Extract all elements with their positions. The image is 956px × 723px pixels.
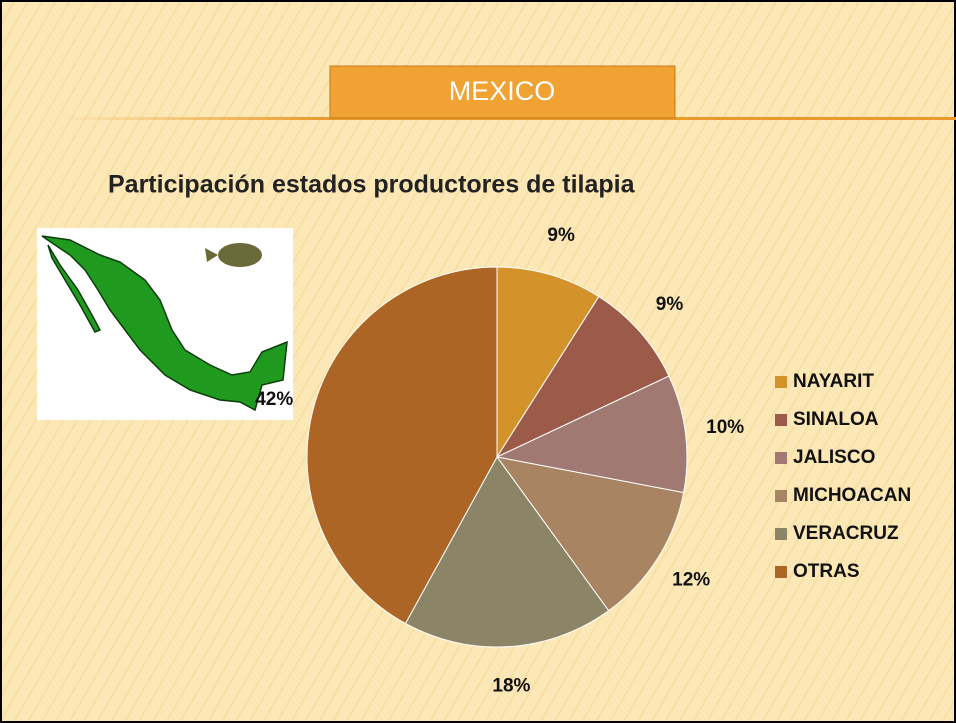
legend-swatch: [775, 376, 787, 388]
data-label: 9%: [656, 294, 684, 315]
header-title: MEXICO: [449, 76, 556, 106]
map-image: [37, 228, 293, 420]
pie-slice: [495, 375, 688, 494]
chart-title: Participación estados productores de til…: [108, 171, 636, 199]
pie-slice: [404, 456, 610, 648]
pie-slice: [495, 456, 685, 612]
legend-swatch: [775, 452, 787, 464]
legend-label: MICHOACAN: [793, 485, 911, 506]
legend-label: OTRAS: [793, 561, 860, 582]
legend-label: SINALOA: [793, 409, 879, 430]
legend-label: VERACRUZ: [793, 523, 899, 544]
data-label: 18%: [492, 676, 530, 697]
legend-swatch: [775, 490, 787, 502]
legend-label: JALISCO: [793, 447, 875, 468]
header-box: [329, 65, 676, 119]
legend-label: NAYARIT: [793, 371, 874, 392]
pie-slice: [495, 295, 670, 459]
legend-swatch: [775, 414, 787, 426]
legend-swatch: [775, 566, 787, 578]
pie-slice: [306, 266, 498, 625]
data-label: 9%: [547, 225, 575, 246]
legend-swatch: [775, 528, 787, 540]
data-label: 42%: [255, 389, 293, 410]
pie-chart: 9% 9% 10% 12% 18% 42% NAYARIT SINALOA JALISCO MIC…: [255, 225, 911, 696]
data-label: 12%: [672, 569, 710, 590]
data-label: 10%: [706, 417, 744, 438]
pie-slice: [496, 266, 600, 459]
